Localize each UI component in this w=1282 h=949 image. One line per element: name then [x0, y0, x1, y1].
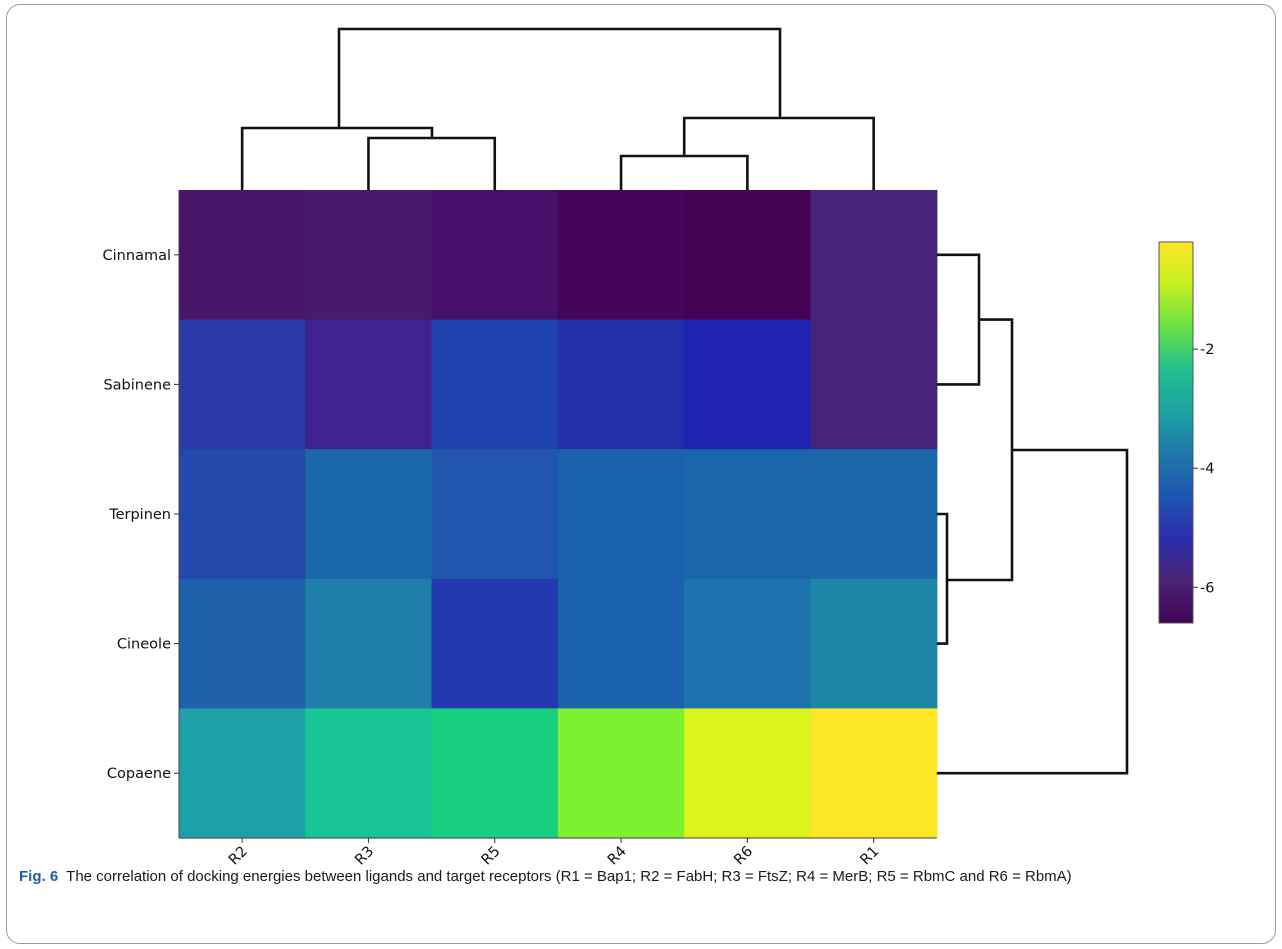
heatmap-cell-cinnamal-r1	[810, 190, 938, 321]
colorbar-tick-label: -4	[1200, 461, 1214, 477]
row-dendrogram	[936, 253, 1129, 775]
heatmap-cell-cinnamal-r3	[305, 190, 433, 321]
heatmap-cell-cineole-r5	[431, 578, 559, 709]
column-label-r4: R4	[605, 844, 630, 869]
heatmap-cell-cinnamal-r6	[684, 190, 812, 321]
heatmap-cell-terpinen-r4	[557, 449, 685, 580]
heatmap-cell-copaene-r2	[179, 708, 306, 839]
column-labels: R2 R3 R5 R4 R6 R1	[226, 838, 882, 868]
row-dendrogram-link	[936, 253, 981, 386]
heatmap-cell-sabinene-r1	[810, 319, 938, 450]
heatmap-cell-terpinen-r5	[431, 449, 559, 580]
heatmap-cell-cineole-r3	[305, 578, 433, 709]
caption-label: Fig. 6	[19, 868, 59, 885]
figure-caption: Fig. 6 The correlation of docking energie…	[19, 866, 1259, 888]
column-dendrogram-link	[367, 136, 497, 190]
heatmap-cell-cinnamal-r2	[179, 190, 306, 321]
column-label-r5: R5	[479, 844, 504, 869]
row-labels: Cinnamal Sabinene Terpinen Cineole Copaene	[103, 248, 179, 782]
heatmap-cell-cineole-r2	[179, 578, 306, 709]
column-dendrogram-link	[240, 126, 434, 190]
caption-text: The correlation of docking energies betw…	[66, 868, 1072, 885]
row-label-cineole: Cineole	[117, 637, 171, 653]
heatmap-cell-cineole-r6	[684, 578, 812, 709]
column-dendrogram-link	[619, 154, 749, 190]
row-label-sabinene: Sabinene	[103, 377, 171, 393]
colorbar: -2 -4 -6	[1158, 241, 1214, 624]
colorbar-tick-label: -2	[1200, 342, 1214, 358]
heatmap-cells	[178, 190, 938, 839]
row-label-copaene: Copaene	[107, 766, 171, 782]
heatmap-cell-terpinen-r6	[684, 449, 812, 580]
row-label-cinnamal: Cinnamal	[103, 248, 171, 264]
column-label-r3: R3	[352, 844, 377, 869]
row-dendrogram-link	[936, 448, 1129, 775]
colorbar-tick-label: -6	[1200, 580, 1214, 596]
heatmap-cell-copaene-r5	[431, 708, 559, 839]
heatmap-cell-cineole-r1	[810, 578, 938, 709]
column-label-r6: R6	[731, 844, 756, 869]
heatmap-cell-sabinene-r4	[557, 319, 685, 450]
row-label-terpinen: Terpinen	[108, 507, 171, 523]
heatmap-cell-cineole-r4	[557, 578, 685, 709]
colorbar-gradient	[1158, 241, 1194, 624]
heatmap-cell-cinnamal-r4	[557, 190, 685, 321]
column-label-r1: R1	[858, 844, 883, 869]
row-dendrogram-link	[936, 512, 949, 645]
heatmap-cell-sabinene-r2	[179, 319, 306, 450]
heatmap-cell-sabinene-r3	[305, 319, 433, 450]
figure-frame	[6, 4, 1276, 944]
heatmap-cell-cinnamal-r5	[431, 190, 559, 321]
heatmap-cell-copaene-r6	[684, 708, 812, 839]
column-dendrogram-link	[337, 27, 782, 128]
column-dendrogram-link	[682, 116, 875, 190]
heatmap-cell-terpinen-r2	[179, 449, 306, 580]
heatmap-cell-terpinen-r3	[305, 449, 433, 580]
heatmap-cell-copaene-r1	[810, 708, 938, 839]
heatmap-cell-copaene-r3	[305, 708, 433, 839]
heatmap-cell-terpinen-r1	[810, 449, 938, 580]
column-dendrogram	[240, 27, 875, 190]
heatmap-cell-sabinene-r6	[684, 319, 812, 450]
column-label-r2: R2	[226, 844, 251, 869]
heatmap-cell-copaene-r4	[557, 708, 685, 839]
heatmap-cell-sabinene-r5	[431, 319, 559, 450]
